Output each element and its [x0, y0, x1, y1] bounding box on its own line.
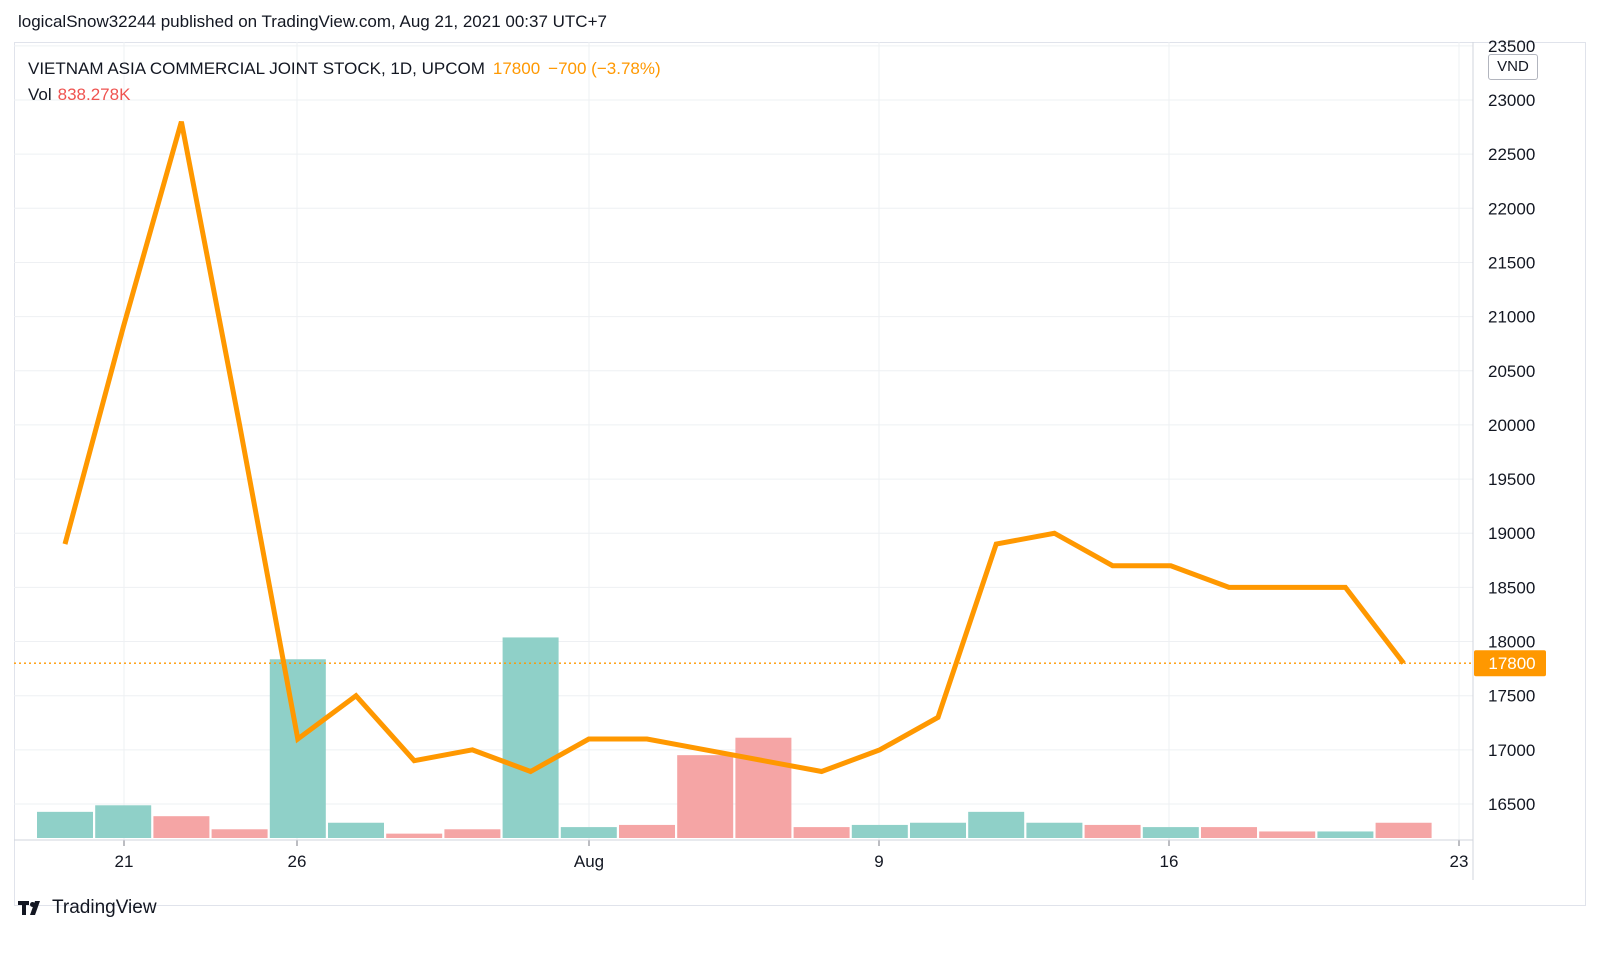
- price-point[interactable]: [993, 541, 999, 547]
- x-tick-label: 23: [1450, 852, 1469, 871]
- price-point[interactable]: [586, 736, 592, 742]
- y-tick-label: 23000: [1488, 91, 1535, 110]
- price-point[interactable]: [120, 324, 126, 330]
- volume-bar[interactable]: [1142, 827, 1199, 838]
- price-point[interactable]: [760, 758, 766, 764]
- currency-button[interactable]: VND: [1488, 54, 1538, 80]
- volume-bar[interactable]: [677, 755, 734, 838]
- y-tick-label: 22500: [1488, 145, 1535, 164]
- volume-bar[interactable]: [269, 659, 326, 838]
- volume-bar[interactable]: [851, 824, 908, 838]
- y-tick-label: 19000: [1488, 524, 1535, 543]
- price-point[interactable]: [702, 747, 708, 753]
- price-series-line[interactable]: [62, 120, 1406, 775]
- x-tick-label: Aug: [574, 852, 604, 871]
- volume-bar[interactable]: [1259, 831, 1316, 838]
- chart-legend: VIETNAM ASIA COMMERCIAL JOINT STOCK, 1D,…: [28, 56, 661, 108]
- volume-bar[interactable]: [968, 811, 1025, 838]
- volume-bar[interactable]: [444, 829, 501, 838]
- price-point[interactable]: [819, 769, 825, 775]
- price-point[interactable]: [1401, 660, 1407, 666]
- volume-bar[interactable]: [153, 816, 210, 838]
- publish-caption: logicalSnow32244 published on TradingVie…: [18, 12, 607, 31]
- x-tick-label: 26: [288, 852, 307, 871]
- price-point[interactable]: [1051, 530, 1057, 536]
- price-point[interactable]: [1110, 563, 1116, 569]
- price-point[interactable]: [62, 541, 68, 547]
- price-point[interactable]: [353, 693, 359, 699]
- y-tick-label: 20500: [1488, 362, 1535, 381]
- volume-bar[interactable]: [560, 827, 617, 838]
- price-point[interactable]: [1168, 563, 1174, 569]
- volume-bar[interactable]: [386, 833, 443, 838]
- x-tick-label: 16: [1160, 852, 1179, 871]
- tradingview-logo-icon: [18, 901, 40, 915]
- y-tick-label: 16500: [1488, 795, 1535, 814]
- symbol-label[interactable]: VIETNAM ASIA COMMERCIAL JOINT STOCK, 1D,…: [28, 59, 485, 78]
- y-tick-label: 17500: [1488, 687, 1535, 706]
- y-tick-label: 21500: [1488, 253, 1535, 272]
- y-tick-label: 20000: [1488, 416, 1535, 435]
- price-point[interactable]: [644, 736, 650, 742]
- price-point[interactable]: [1342, 584, 1348, 590]
- y-tick-label: 23500: [1488, 37, 1535, 56]
- price-point[interactable]: [528, 769, 534, 775]
- x-tick-label: 21: [115, 852, 134, 871]
- last-price: 17800: [492, 59, 541, 78]
- y-tick-label: 21000: [1488, 308, 1535, 327]
- volume-label[interactable]: Vol: [28, 85, 52, 104]
- volume-bar[interactable]: [910, 822, 966, 838]
- y-tick-label: 18500: [1488, 578, 1535, 597]
- volume-bar[interactable]: [37, 811, 93, 838]
- chart-frame: [14, 42, 1586, 906]
- volume-bar[interactable]: [735, 737, 792, 838]
- volume-bar[interactable]: [1317, 831, 1374, 838]
- volume-bar[interactable]: [619, 824, 675, 838]
- price-point[interactable]: [295, 736, 301, 742]
- last-price-badge-label: 17800: [1488, 654, 1535, 673]
- brand-label: TradingView: [52, 897, 157, 918]
- price-point[interactable]: [1226, 584, 1232, 590]
- volume-bar[interactable]: [328, 822, 384, 838]
- price-point[interactable]: [877, 747, 883, 753]
- price-change: −700 (−3.78%): [548, 59, 661, 78]
- last-price-badge: [1474, 650, 1546, 677]
- volume-bar[interactable]: [1201, 827, 1257, 838]
- price-point[interactable]: [237, 422, 243, 428]
- price-point[interactable]: [935, 714, 941, 720]
- volume-bar[interactable]: [502, 637, 559, 838]
- volume-bar[interactable]: [211, 829, 268, 838]
- volume-bar[interactable]: [95, 805, 152, 838]
- price-point[interactable]: [178, 119, 184, 125]
- volume-bar[interactable]: [793, 827, 850, 838]
- y-tick-label: 22000: [1488, 199, 1535, 218]
- price-point[interactable]: [469, 747, 475, 753]
- volume-bar[interactable]: [1375, 822, 1432, 838]
- volume-bar[interactable]: [1026, 822, 1083, 838]
- y-tick-label: 19500: [1488, 470, 1535, 489]
- tradingview-brand[interactable]: TradingView: [18, 897, 157, 919]
- volume-value: 838.278K: [57, 85, 131, 104]
- volume-bar[interactable]: [1084, 824, 1141, 838]
- y-tick-label: 17000: [1488, 741, 1535, 760]
- price-point[interactable]: [411, 758, 417, 764]
- y-tick-label: 18000: [1488, 633, 1535, 652]
- price-point[interactable]: [1284, 584, 1290, 590]
- x-tick-label: 9: [874, 852, 883, 871]
